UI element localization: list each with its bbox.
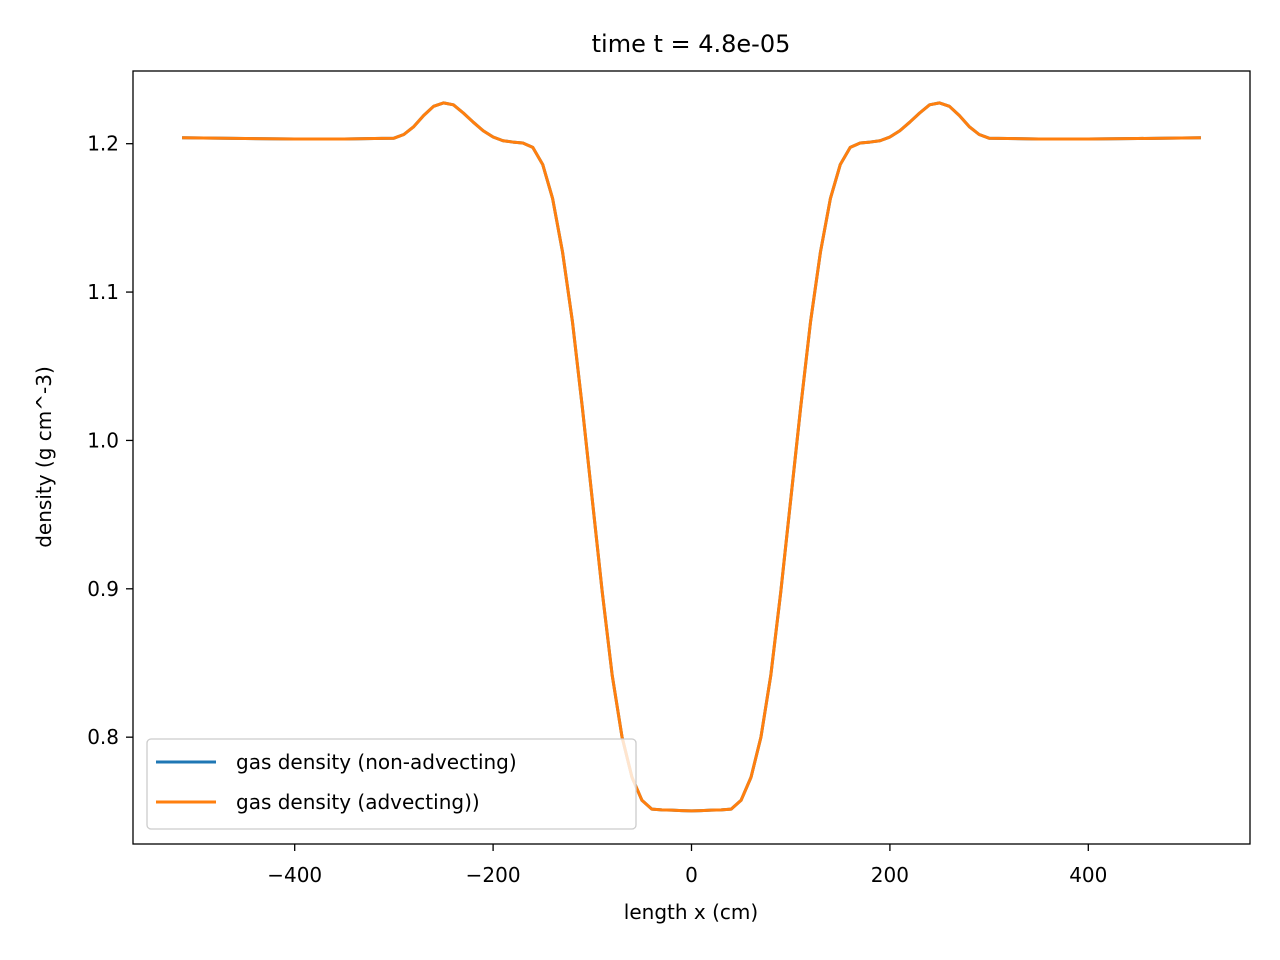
legend-label-advecting: gas density (advecting)): [236, 790, 480, 814]
legend: gas density (non-advecting) gas density …: [146, 738, 637, 830]
x-tick-label: 200: [871, 863, 909, 887]
legend-label-non-advecting: gas density (non-advecting): [236, 750, 517, 774]
legend-box: [146, 738, 637, 830]
x-tick-label: −400: [267, 863, 322, 887]
x-axis-label: length x (cm): [624, 900, 758, 924]
x-tick-label: −200: [466, 863, 521, 887]
x-tick-label: 0: [685, 863, 698, 887]
series-group: [182, 101, 1201, 813]
y-axis: 0.8 0.9 1.0 1.1 1.2: [87, 132, 133, 749]
y-tick-label: 1.0: [87, 428, 119, 452]
y-tick-label: 0.8: [87, 725, 119, 749]
x-axis: −400 −200 0 200 400: [267, 844, 1107, 887]
y-tick-label: 1.1: [87, 280, 119, 304]
y-axis-label: density (g cm^-3): [32, 366, 56, 548]
series-line-1: [182, 101, 1201, 813]
x-tick-label: 400: [1069, 863, 1107, 887]
chart-title: time t = 4.8e-05: [592, 30, 791, 58]
y-tick-label: 1.2: [87, 132, 119, 156]
y-tick-label: 0.9: [87, 577, 119, 601]
